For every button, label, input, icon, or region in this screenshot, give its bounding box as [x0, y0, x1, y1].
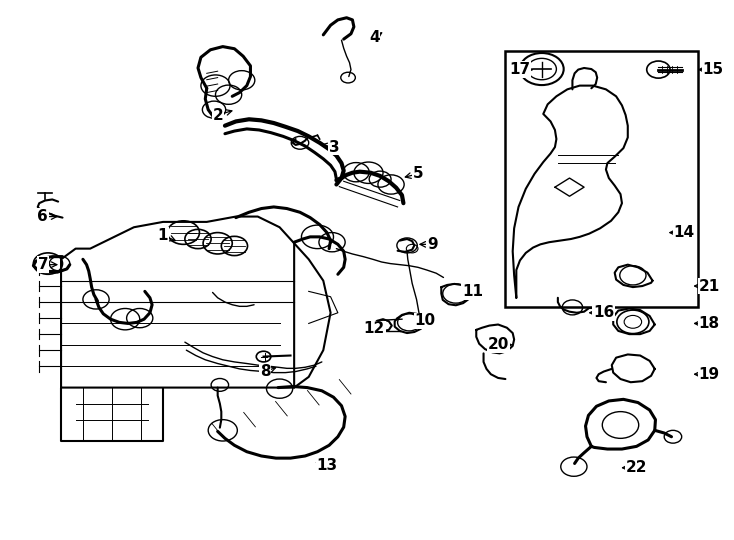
Text: 6: 6 — [37, 209, 48, 224]
Text: 16: 16 — [593, 305, 614, 320]
Text: 13: 13 — [316, 457, 338, 472]
Text: 15: 15 — [702, 62, 724, 77]
Text: 2: 2 — [212, 107, 223, 123]
Text: 3: 3 — [329, 139, 340, 154]
Text: 12: 12 — [363, 321, 385, 336]
Text: 18: 18 — [699, 316, 720, 331]
Text: 14: 14 — [673, 225, 694, 240]
Text: 10: 10 — [415, 313, 436, 328]
Text: 19: 19 — [699, 367, 720, 382]
Text: 20: 20 — [487, 338, 509, 352]
Text: 17: 17 — [509, 62, 531, 77]
Text: 7: 7 — [37, 257, 48, 272]
Bar — [506, 51, 699, 307]
Text: 8: 8 — [260, 364, 270, 379]
Text: 9: 9 — [427, 237, 438, 252]
Text: 21: 21 — [699, 279, 720, 294]
Text: 1: 1 — [158, 228, 168, 243]
Text: 22: 22 — [626, 460, 647, 475]
Text: 4: 4 — [369, 30, 379, 45]
Text: 11: 11 — [462, 284, 483, 299]
Text: 5: 5 — [413, 166, 424, 181]
